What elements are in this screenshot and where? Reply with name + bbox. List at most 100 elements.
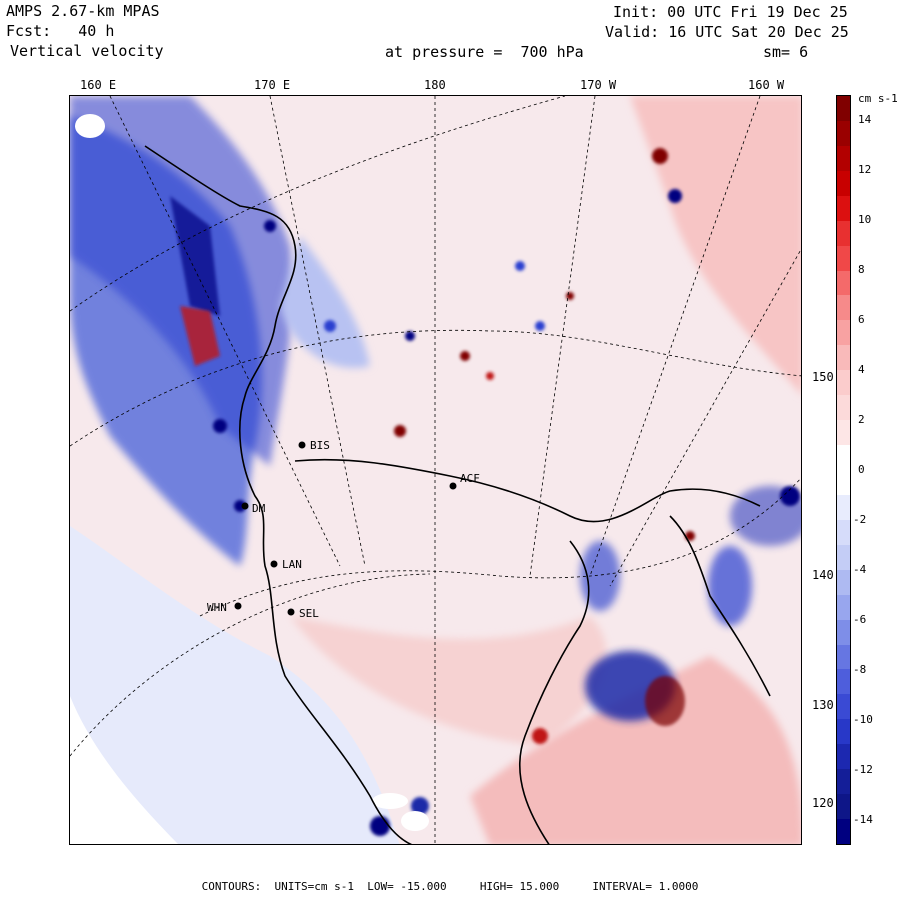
colorbar-band: [837, 295, 850, 321]
cell: [370, 816, 390, 836]
pink-zone-center: [290, 616, 607, 746]
blue-lobe-far-east: [708, 546, 752, 626]
colorbar-band: [837, 644, 850, 670]
cell: [486, 372, 494, 380]
colorbar-band: [837, 794, 850, 820]
colorbar-tick-label: -14: [853, 813, 873, 826]
valid-time: Valid: 16 UTC Sat 20 Dec 25: [605, 23, 849, 41]
model-title: AMPS 2.67-km MPAS: [6, 2, 160, 20]
colorbar-band: [837, 370, 850, 396]
contours-label: CONTOURS:: [201, 880, 262, 893]
cell: [532, 728, 548, 744]
forecast-hours: 40 h: [78, 22, 115, 40]
lon-label-160w: 160 W: [748, 78, 785, 92]
colorbar-units: cm s-1: [858, 92, 898, 105]
init-time: Init: 00 UTC Fri 19 Dec 25: [613, 3, 848, 21]
station-dot-whn: [234, 602, 242, 610]
meridian: [529, 96, 596, 577]
cell: [411, 797, 429, 815]
outside-domain: [70, 696, 179, 844]
blue-core-west: [70, 96, 293, 466]
colorbar-tick-label: -2: [853, 513, 867, 526]
cell: [405, 331, 415, 341]
cell: [668, 189, 682, 203]
cell: [234, 500, 246, 512]
lon-label-160e: 160 E: [80, 78, 117, 92]
colorbar-band: [837, 245, 850, 272]
contour-info: CONTOURS: UNITS=cm s-1 LOW= -15.000 HIGH…: [0, 880, 900, 893]
colorbar-band: [837, 569, 850, 596]
colorbar-band: [837, 669, 850, 695]
station-label-whn: WHN: [207, 601, 227, 614]
mask: [372, 793, 408, 809]
colorbar-tick-label: -10: [853, 713, 873, 726]
colorbar-band: [837, 819, 850, 845]
lon-label-180: 180: [424, 78, 446, 92]
coast-west: [144, 145, 413, 844]
colorbar-band: [837, 96, 850, 122]
blue-patch-ross: [280, 236, 370, 368]
ice-shelf-edge: [294, 458, 761, 523]
meridian: [609, 248, 801, 587]
contours-high: HIGH= 15.000: [479, 880, 560, 893]
colorbar-tick-label: -12: [853, 763, 873, 776]
latitude-circle: [70, 329, 801, 447]
colorbar-band: [837, 544, 850, 571]
colorbar-band: [837, 420, 850, 446]
latitude-circle: [70, 573, 431, 757]
field-name: Vertical velocity: [10, 42, 164, 60]
station-label-dm: DM: [252, 502, 266, 515]
colorbar-band: [837, 120, 850, 147]
coast-marie-byrd: [669, 515, 771, 697]
colorbar-band: [837, 395, 850, 421]
colorbar-band: [837, 769, 850, 795]
contours-units: UNITS=cm s-1: [274, 880, 354, 893]
cell: [394, 425, 406, 437]
colorbar-band: [837, 619, 850, 646]
contours-interval: INTERVAL= 1.0000: [592, 880, 699, 893]
station-label-sel: SEL: [299, 607, 319, 620]
contours-low: LOW= -15.000: [367, 880, 447, 893]
colorbar-band: [837, 145, 850, 172]
stations: BIS ACF DM LAN SEL WHN: [207, 439, 480, 620]
colorbar: [836, 95, 851, 845]
colorbar-band: [837, 270, 850, 296]
meridian: [589, 96, 761, 577]
colorbar-tick-label: 8: [858, 263, 865, 276]
cell: [515, 261, 525, 271]
colorbar-band: [837, 470, 850, 496]
station-label-lan: LAN: [282, 558, 302, 571]
colorbar-tick-label: 0: [858, 463, 865, 476]
colorbar-band: [837, 195, 850, 222]
meridian: [269, 96, 366, 567]
colorbar-tick-label: 4: [858, 363, 865, 376]
colorbar-tick-label: -8: [853, 663, 867, 676]
mask: [401, 811, 429, 831]
colorbar-tick-label: 12: [858, 163, 872, 176]
latitude-circle: [199, 477, 801, 617]
cell: [535, 321, 545, 331]
smoothing-label: sm= 6: [763, 43, 809, 61]
coast-east: [518, 540, 590, 844]
colorbar-tick-label: -6: [853, 613, 867, 626]
cell: [780, 486, 800, 506]
dark-blue-streak: [170, 196, 220, 316]
forecast-prefix: Fcst:: [6, 22, 52, 40]
colorbar-tick-label: 6: [858, 313, 865, 326]
pink-zone-ne: [630, 96, 801, 394]
lon-label-170w: 170 W: [580, 78, 617, 92]
station-dot-lan: [270, 560, 278, 568]
colorbar-tick-label: 2: [858, 413, 865, 426]
cell: [264, 220, 276, 232]
station-dot-acf: [449, 482, 457, 490]
station-dot-bis: [298, 441, 306, 449]
mask: [75, 114, 105, 138]
cell: [213, 419, 227, 433]
colorbar-tick-label: 10: [858, 213, 872, 226]
colorbar-band: [837, 744, 850, 770]
pressure-level: at pressure = 700 hPa: [385, 43, 584, 61]
colorbar-band: [837, 694, 850, 720]
forecast-label: Fcst: 40 h: [6, 22, 114, 40]
colorbar-band: [837, 220, 850, 247]
lon-label-170e: 170 E: [254, 78, 291, 92]
